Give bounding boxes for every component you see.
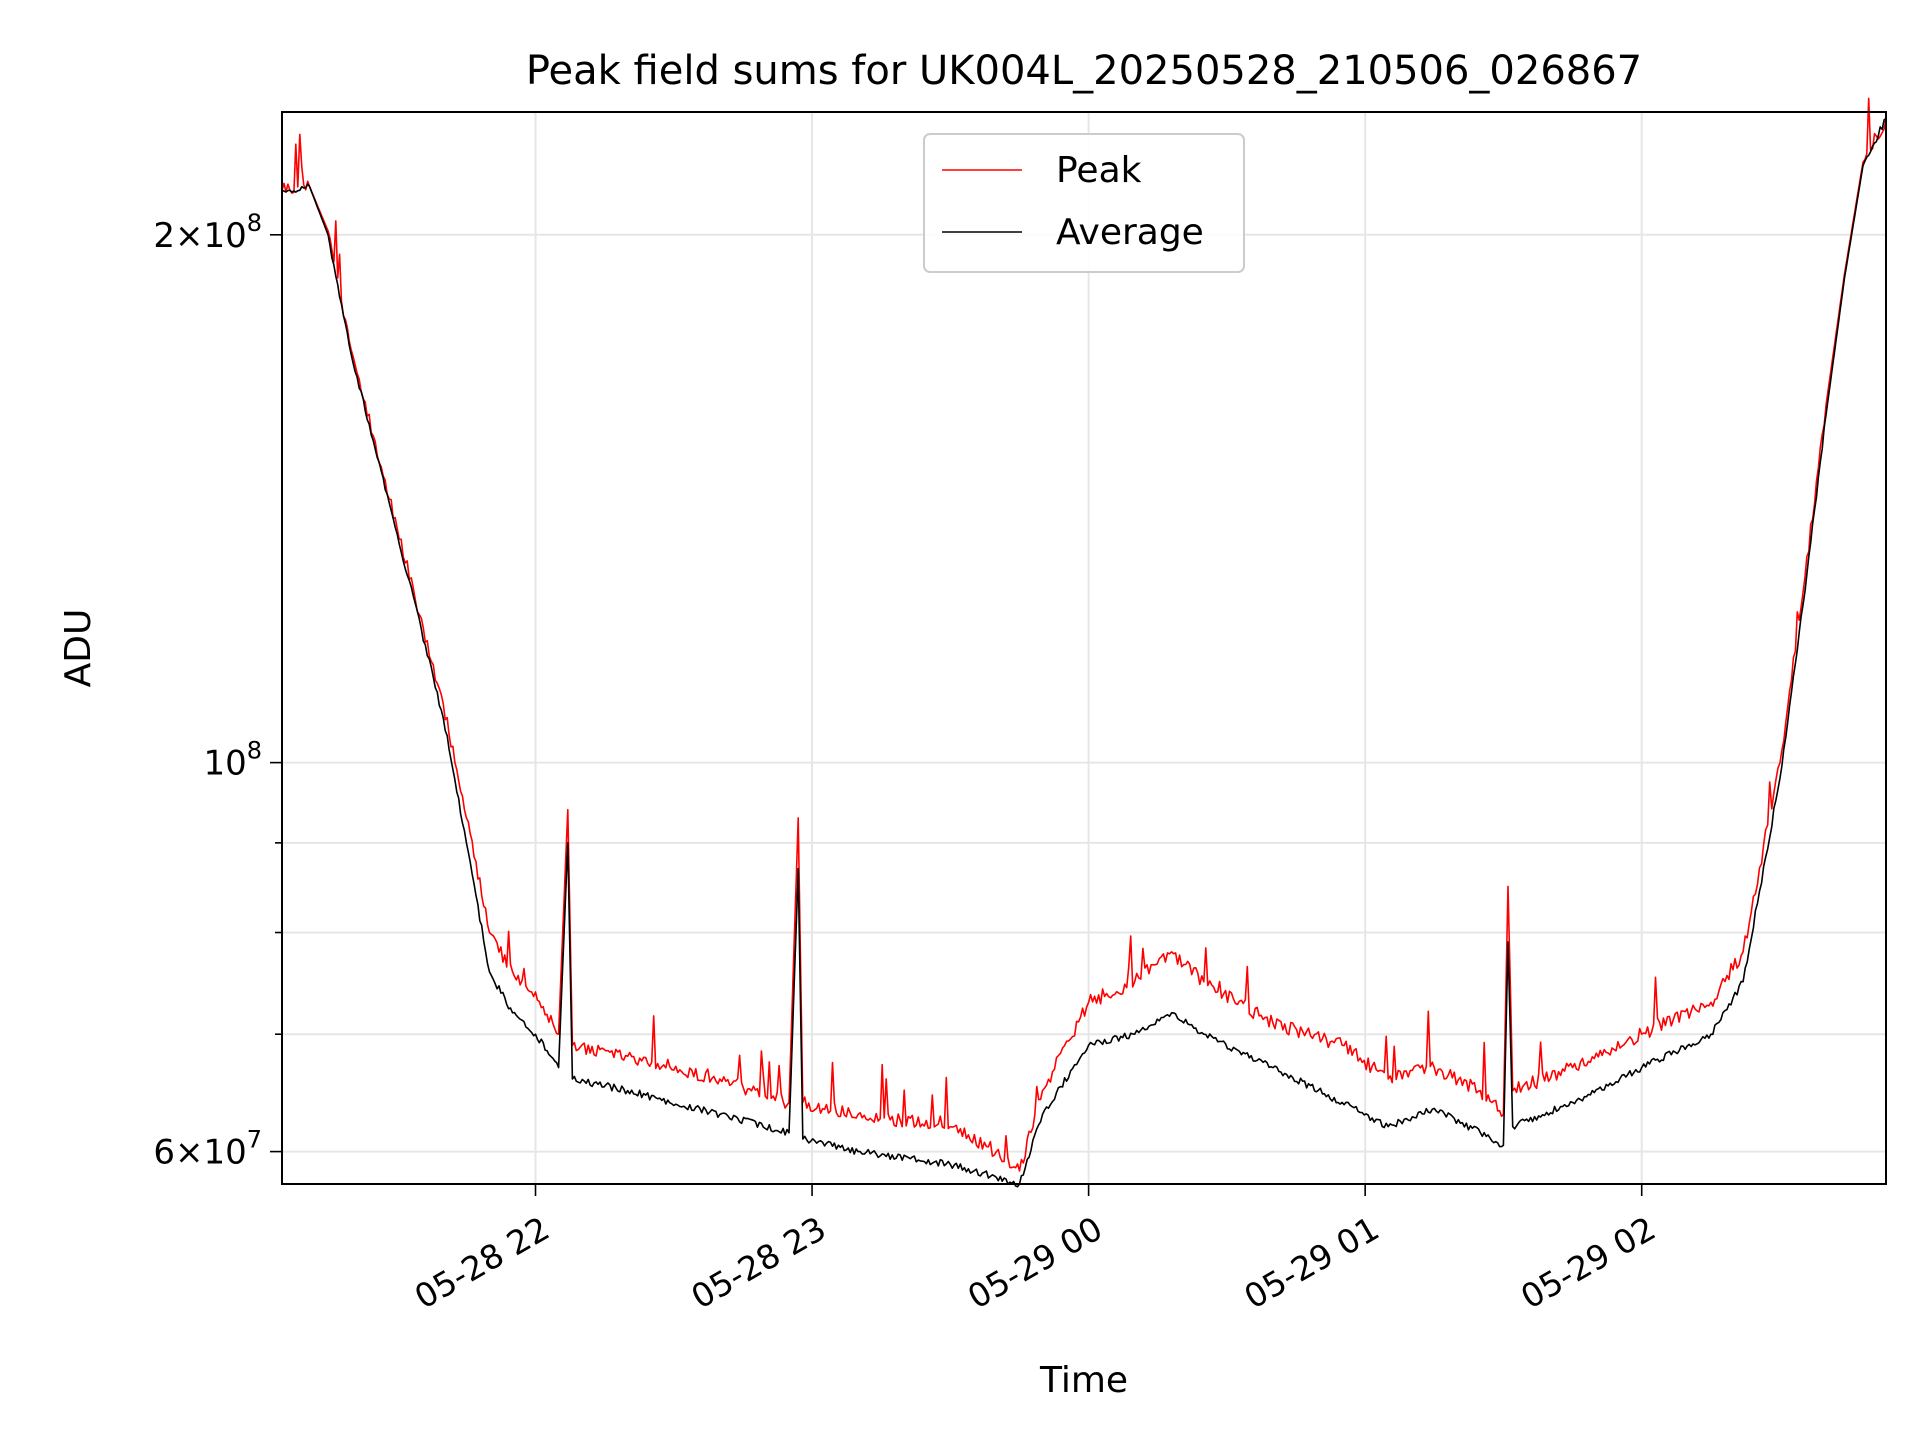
y-tick-label: 6×107 [153,1126,262,1173]
grid-layer [282,112,1886,1184]
legend: Peak Average [923,133,1245,273]
legend-box [923,133,1245,273]
series-layer [281,97,1887,1188]
legend-label-average: Average [1056,212,1204,253]
x-axis-label: Time [1039,1360,1128,1401]
plot-frame [281,111,1887,1185]
y-tick-mantissa: 2× [153,216,203,256]
legend-label-peak: Peak [1056,150,1142,191]
y-tick-base: 10 [203,216,246,256]
y-tick-label: 108 [203,737,262,784]
y-tick-exponent: 7 [247,1126,262,1154]
y-tick-base: 10 [203,744,246,784]
y-tick-exponent: 8 [247,209,262,237]
series-line-peak [281,97,1887,1172]
y-tick-label: 2×108 [153,209,262,256]
series-line-average [281,117,1887,1188]
y-axis-label: ADU [58,609,99,688]
y-tick-mantissa: 6× [153,1133,203,1173]
y-tick-exponent: 8 [247,737,262,765]
y-tick-base: 10 [203,1133,246,1173]
chart-title: Peak field sums for UK004L_20250528_2105… [526,48,1642,94]
